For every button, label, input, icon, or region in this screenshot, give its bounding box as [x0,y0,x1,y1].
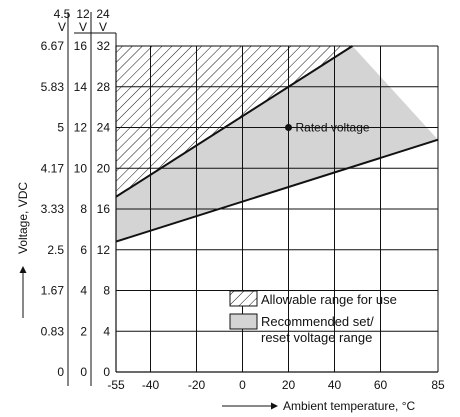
legend-label-recommended-line2: reset voltage range [261,330,372,345]
x-axis-label: Ambient temperature, °C [283,399,416,413]
y-tick-label: 4 [80,284,87,298]
y-tick-label: 8 [103,284,110,298]
y-tick-label: 32 [97,39,111,53]
legend: Allowable range for use Recommended set/… [229,290,397,345]
y-tick-label: 20 [97,161,111,175]
y-tick-label: 14 [74,80,88,94]
y-tick-label: 3.33 [41,202,65,216]
y-tick-label: 0 [103,365,110,379]
y-tick-label: 4 [103,324,110,338]
areas-layer [116,46,438,242]
boundary-lines-layer [115,45,439,243]
lower-boundary-line [115,138,439,243]
legend-label-recommended-line1: Recommended set/ [261,314,374,329]
y-tick-label: 0 [80,365,87,379]
y-tick-label: 4.17 [41,161,65,175]
upper-boundary-line [115,45,353,198]
y-tick-label: 24 [97,121,111,135]
y-tick-label: 16 [74,39,88,53]
x-axis-label-arrowhead [271,402,278,410]
y-tick-label: 5.83 [41,80,65,94]
y-tick-label: 12 [74,121,88,135]
x-tick-label: 60 [374,378,388,392]
y-scale-header-unit: V [99,20,107,34]
legend-label-recommended: Recommended set/ reset voltage range [261,314,377,345]
y-tick-label: 6.67 [41,39,65,53]
y-scales-layer: 4.5V00.831.672.53.334.1755.836.6712V0246… [41,7,111,379]
y-tick-label: 16 [97,202,111,216]
rated-voltage-label: Rated voltage [296,121,370,135]
legend-label-allowable: Allowable range for use [261,292,397,307]
y-tick-label: 28 [97,80,111,94]
y-tick-label: 2.5 [47,243,64,257]
rated-voltage-annotation: Rated voltage [285,121,370,135]
y-tick-label: 12 [97,243,111,257]
y-scale-header-unit: V [79,20,87,34]
y-tick-label: 1.67 [41,284,65,298]
x-tick-labels: -55 -40 -20 0 20 40 60 85 [107,378,445,392]
x-tick-label: 0 [239,378,246,392]
y-scale-header-value: 24 [96,7,110,21]
x-tick-label: 85 [431,378,445,392]
y-tick-label: 10 [74,161,88,175]
y-tick-label: 5 [57,121,64,135]
y-tick-label: 0 [57,365,64,379]
y-axis-label: Voltage, VDC [16,182,30,254]
grid-layer [116,45,439,372]
axes-layer [67,12,438,386]
y-tick-label: 8 [80,202,87,216]
y-scale-header-value: 4.5 [54,7,71,21]
legend-swatch-recommended [229,313,258,330]
y-tick-label: 6 [80,243,87,257]
x-tick-label: 20 [282,378,296,392]
y-axis-label-arrowhead [19,266,27,273]
y-tick-label: 0.83 [41,324,65,338]
x-tick-label: -20 [188,378,206,392]
y-scale-header-value: 12 [76,7,90,21]
y-tick-label: 2 [80,324,87,338]
x-tick-label: -40 [142,378,160,392]
x-tick-label: 40 [328,378,342,392]
legend-swatch-allowable [229,290,258,307]
y-scale-header-unit: V [58,20,66,34]
rated-voltage-marker [285,124,292,131]
x-tick-label: -55 [107,378,125,392]
